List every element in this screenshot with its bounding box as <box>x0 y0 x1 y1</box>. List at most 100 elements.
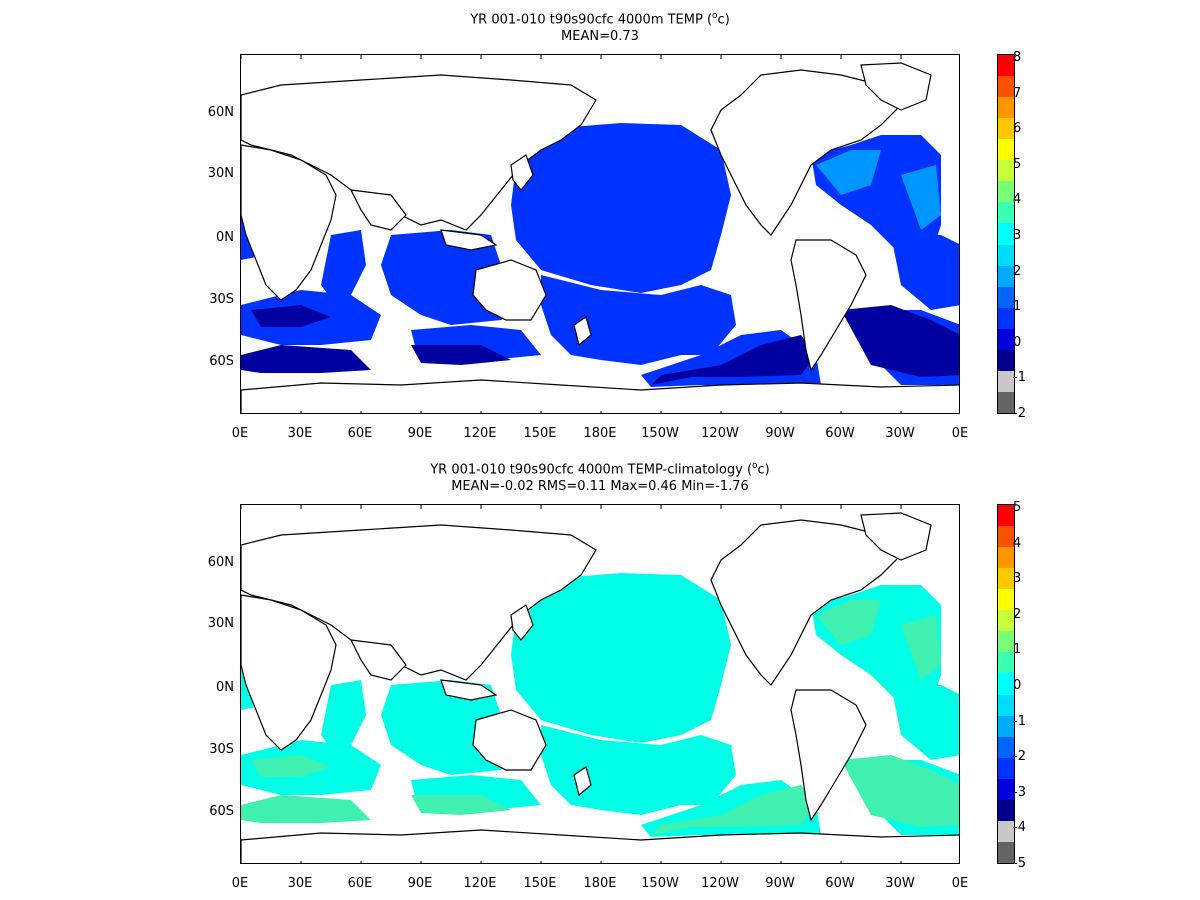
colorbar-tick-label: 5 <box>1013 500 1022 515</box>
temperature-region <box>251 305 331 327</box>
temperature-region <box>651 335 816 385</box>
temperature-region <box>241 795 371 823</box>
map-plot-area <box>240 504 960 864</box>
coastline-layer <box>241 512 959 863</box>
colorbar-segment <box>998 391 1014 414</box>
temperature-region <box>816 150 881 195</box>
temperature-region <box>816 600 881 645</box>
colorbar-tick-label: 3 <box>1013 571 1022 587</box>
temperature-region <box>511 573 731 743</box>
longitude-tick-label: 120W <box>701 426 739 441</box>
colorbar-segment <box>998 799 1014 822</box>
colorbar-segment <box>998 307 1014 330</box>
colorbar-segment <box>998 505 1014 527</box>
colorbar-tick-label: 4 <box>1013 192 1022 208</box>
title-superscript: o <box>752 461 758 471</box>
landmass <box>241 594 337 751</box>
colorbar-tick-label: -2 <box>1013 406 1026 421</box>
latitude-tick-label: 60S <box>209 354 234 369</box>
longitude-tick-label: 30W <box>885 426 915 441</box>
colorbar-segment <box>998 736 1014 759</box>
landmass <box>790 239 867 372</box>
colorbar-segment <box>998 589 1014 611</box>
colorbar-segment <box>998 631 1014 653</box>
colorbar <box>997 54 1015 414</box>
colorbar-tick-label: -1 <box>1013 713 1026 729</box>
colorbar-segment <box>998 526 1014 548</box>
longitude-tick-label: 30E <box>287 426 313 441</box>
colorbar-tick-label: -2 <box>1013 749 1026 765</box>
landmass <box>790 689 867 822</box>
colorbar-tick-label: -4 <box>1013 820 1026 836</box>
colorbar-segment <box>998 202 1014 224</box>
longitude-tick-label: 90E <box>407 876 433 891</box>
colorbar-segment <box>998 841 1014 864</box>
longitude-tick-label: 0E <box>231 426 249 441</box>
map-title: YR 001-010 t90s90cfc 4000m TEMP (oc) <box>0 8 1200 28</box>
colorbar-segment <box>998 610 1014 632</box>
longitude-tick-label: 150E <box>523 876 557 891</box>
colorbar-tick-label: 1 <box>1013 299 1022 315</box>
coastline-layer <box>241 62 959 413</box>
latitude-tick-label: 30S <box>209 742 234 757</box>
colorbar-tick-label: 1 <box>1013 642 1022 658</box>
colorbar-tick-label: 3 <box>1013 228 1022 243</box>
colorbar-segment <box>998 349 1014 372</box>
longitude-tick-label: 60E <box>347 876 373 891</box>
landmass <box>472 259 547 321</box>
landmass <box>510 154 534 191</box>
longitude-tick-label: 30E <box>287 876 313 891</box>
colorbar-segment <box>998 76 1014 98</box>
longitude-tick-label: 90E <box>407 426 433 441</box>
colorbar-segment <box>998 286 1014 309</box>
longitude-tick-label: 90W <box>765 426 795 441</box>
temperature-region <box>541 725 736 815</box>
colorbar-tick-label: 6 <box>1013 121 1022 137</box>
latitude-tick-label: 60N <box>207 555 234 570</box>
latitude-tick-label: 30N <box>207 166 234 181</box>
latitude-tick-label: 60S <box>209 804 234 819</box>
landmass <box>241 144 337 301</box>
latitude-tick-label: 30N <box>207 616 234 631</box>
ocean-field-layer <box>241 123 959 390</box>
map-subtitle: MEAN=-0.02 RMS=0.11 Max=0.46 Min=-1.76 <box>451 479 749 494</box>
temperature-region <box>241 345 371 373</box>
landmass <box>860 512 932 561</box>
colorbar-segment <box>998 694 1014 717</box>
temperature-region <box>411 795 511 815</box>
ocean-field-layer <box>241 573 959 840</box>
longitude-tick-label: 120E <box>463 426 497 441</box>
colorbar-segment <box>998 673 1014 696</box>
temperature-region <box>321 680 366 755</box>
colorbar-segment <box>998 757 1014 780</box>
temperature-region <box>511 123 731 293</box>
colorbar-segment <box>998 778 1014 801</box>
title-unit: c) <box>717 12 730 28</box>
latitude-tick-label: 60N <box>207 105 234 120</box>
colorbar-segment <box>998 160 1014 182</box>
colorbar-segment <box>998 97 1014 119</box>
colorbar-segment <box>998 568 1014 590</box>
landmass <box>472 709 547 771</box>
temperature-region <box>841 755 959 827</box>
colorbar-segment <box>998 652 1014 674</box>
longitude-tick-label: 60W <box>825 876 855 891</box>
colorbar-tick-label: -1 <box>1013 370 1026 386</box>
colorbar-tick-label: 2 <box>1013 606 1022 622</box>
colorbar-segment <box>998 328 1014 351</box>
longitude-tick-label: 120W <box>701 876 739 891</box>
longitude-tick-label: 0E <box>231 876 249 891</box>
longitude-tick-label: 180E <box>583 426 617 441</box>
map-plot-area <box>240 54 960 414</box>
temperature-region <box>541 275 736 365</box>
map-title: YR 001-010 t90s90cfc 4000m TEMP-climatol… <box>0 458 1200 478</box>
colorbar-segment <box>998 223 1014 246</box>
landmass <box>349 189 407 231</box>
landmass <box>573 766 592 797</box>
colorbar-segment <box>998 715 1014 738</box>
colorbar-segment <box>998 118 1014 140</box>
temperature-region <box>251 755 331 777</box>
title-superscript: o <box>712 11 718 21</box>
latitude-tick-label: 30S <box>209 292 234 307</box>
landmass <box>241 379 959 413</box>
